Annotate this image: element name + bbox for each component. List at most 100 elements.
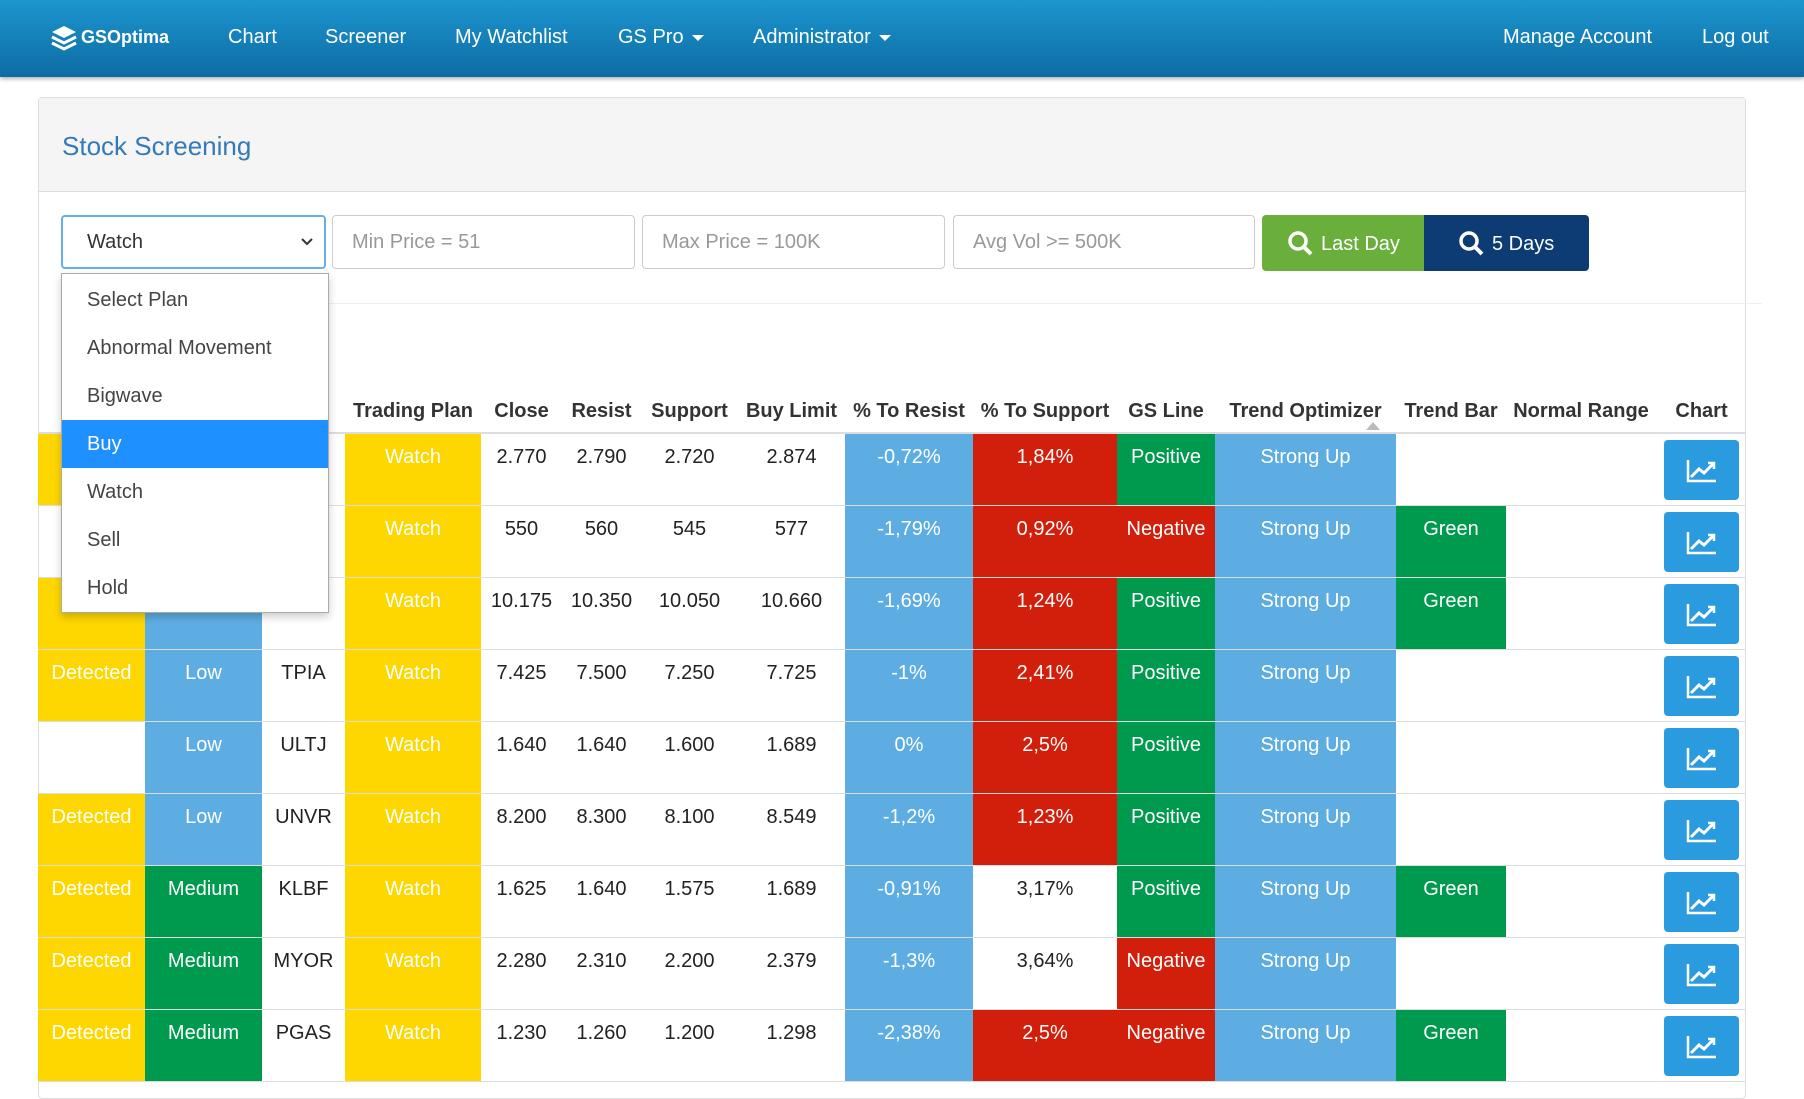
table-cell: 2.280 — [496, 950, 547, 972]
table-cell: 1.230 — [496, 1022, 547, 1044]
column-header: GS Line — [1128, 400, 1204, 422]
table-cell: 550 — [504, 518, 539, 540]
column-header: % To Resist — [853, 400, 965, 422]
plan-select[interactable]: Watch — [61, 215, 326, 269]
navbar: GSOptima Chart Screener My Watchlist GS … — [0, 0, 1804, 77]
min-price-input[interactable]: Min Price = 51 — [332, 215, 635, 269]
table-cell: 2.379 — [766, 950, 817, 972]
nav-link[interactable]: My Watchlist — [455, 26, 568, 48]
table-cell: 10.175 — [490, 590, 553, 612]
column-header: Trend Optimizer — [1229, 400, 1382, 422]
table-cell: Detected — [38, 1010, 145, 1081]
row-line — [38, 1081, 1746, 1082]
table-cell: 1.625 — [496, 878, 547, 900]
table-cell: -1,2% — [845, 794, 973, 865]
dropdown-option[interactable]: Buy — [62, 420, 328, 468]
table-cell: Detected — [38, 650, 145, 721]
table-cell: MYOR — [273, 950, 334, 972]
chart-icon — [1686, 532, 1716, 555]
table-cell: 1.640 — [576, 734, 627, 756]
chart-icon — [1686, 676, 1716, 699]
table-cell: 1.689 — [766, 878, 817, 900]
chart-icon — [1686, 748, 1716, 771]
chart-icon — [1686, 892, 1716, 915]
table-cell: 10.350 — [570, 590, 633, 612]
dropdown-option[interactable]: Watch — [87, 481, 143, 503]
dropdown-option[interactable]: Hold — [87, 577, 129, 599]
chart-button[interactable] — [1664, 584, 1739, 644]
panel-title: Stock Screening — [62, 131, 252, 161]
column-header: % To Support — [980, 400, 1110, 422]
row-line — [38, 1009, 1746, 1010]
table-cell: 8.200 — [496, 806, 547, 828]
sort-indicator[interactable] — [1365, 422, 1380, 430]
table-cell: 10.050 — [658, 590, 721, 612]
chart-button[interactable] — [1664, 944, 1739, 1004]
table-cell: Strong Up — [1215, 578, 1396, 649]
table-cell: -0,72% — [845, 434, 973, 505]
table-cell: Strong Up — [1215, 1010, 1396, 1081]
dropdown-option[interactable]: Sell — [87, 529, 121, 551]
avg-vol-input[interactable]: Avg Vol >= 500K — [953, 215, 1255, 269]
table-cell: Medium — [145, 866, 262, 937]
max-price-input[interactable]: Max Price = 100K — [642, 215, 945, 269]
nav-link[interactable]: Manage Account — [1503, 26, 1652, 48]
table-cell: Watch — [345, 1010, 481, 1081]
row-line — [38, 721, 1746, 722]
table-cell: Positive — [1117, 650, 1215, 721]
table-cell: 1.200 — [664, 1022, 715, 1044]
nav-dropdown[interactable]: GS Pro — [618, 26, 704, 49]
nav-link[interactable]: Log out — [1702, 26, 1769, 48]
table-cell: 560 — [584, 518, 619, 540]
nav-dropdown[interactable]: Administrator — [753, 26, 891, 49]
table-cell: Detected — [38, 794, 145, 865]
table-cell: Positive — [1117, 434, 1215, 505]
table-cell: -1,3% — [845, 938, 973, 1009]
table-cell: Watch — [345, 794, 481, 865]
table-cell: Watch — [345, 866, 481, 937]
table-cell: Detected — [38, 938, 145, 1009]
chart-button[interactable] — [1664, 800, 1739, 860]
chart-button[interactable] — [1664, 728, 1739, 788]
dropdown-option[interactable]: Select Plan — [87, 289, 189, 311]
chart-icon — [1686, 1036, 1716, 1059]
table-cell: Strong Up — [1215, 506, 1396, 577]
table-cell: 1.600 — [664, 734, 715, 756]
table-cell: 7.725 — [766, 662, 817, 684]
table-cell — [1506, 578, 1656, 649]
table-cell — [1506, 866, 1656, 937]
table-cell: -1% — [845, 650, 973, 721]
column-header: Close — [494, 400, 549, 422]
table-cell — [1506, 434, 1656, 505]
nav-link[interactable]: Screener — [325, 26, 407, 48]
dropdown-option[interactable]: Abnormal Movement — [87, 337, 272, 359]
chart-button[interactable] — [1664, 656, 1739, 716]
table-cell: 1.575 — [664, 878, 715, 900]
chart-button[interactable] — [1664, 440, 1739, 500]
table-cell: Strong Up — [1215, 938, 1396, 1009]
table-cell: -1,69% — [845, 578, 973, 649]
table-cell: Negative — [1117, 1010, 1215, 1081]
table-cell: 2.770 — [496, 446, 547, 468]
last-day-button[interactable]: Last Day — [1262, 215, 1424, 271]
chart-button[interactable] — [1664, 1016, 1739, 1076]
chart-button[interactable] — [1664, 872, 1739, 932]
table-cell: Negative — [1117, 506, 1215, 577]
table-cell: Watch — [345, 650, 481, 721]
chart-button[interactable] — [1664, 512, 1739, 572]
dropdown-option[interactable]: Bigwave — [87, 385, 163, 407]
table-cell: Medium — [145, 938, 262, 1009]
table-cell: 1,23% — [973, 794, 1117, 865]
five-days-button[interactable]: 5 Days — [1424, 215, 1589, 271]
table-cell: UNVR — [275, 806, 332, 828]
search-icon — [1288, 231, 1313, 256]
brand[interactable]: GSOptima — [81, 27, 170, 47]
row-line — [38, 865, 1746, 866]
table-cell — [1506, 1010, 1656, 1081]
table-cell: Strong Up — [1215, 866, 1396, 937]
table-cell: 1.689 — [766, 734, 817, 756]
nav-link[interactable]: Chart — [228, 26, 277, 48]
table-cell: 1.640 — [496, 734, 547, 756]
table-cell: 1,24% — [973, 578, 1117, 649]
table-cell — [1396, 794, 1506, 865]
